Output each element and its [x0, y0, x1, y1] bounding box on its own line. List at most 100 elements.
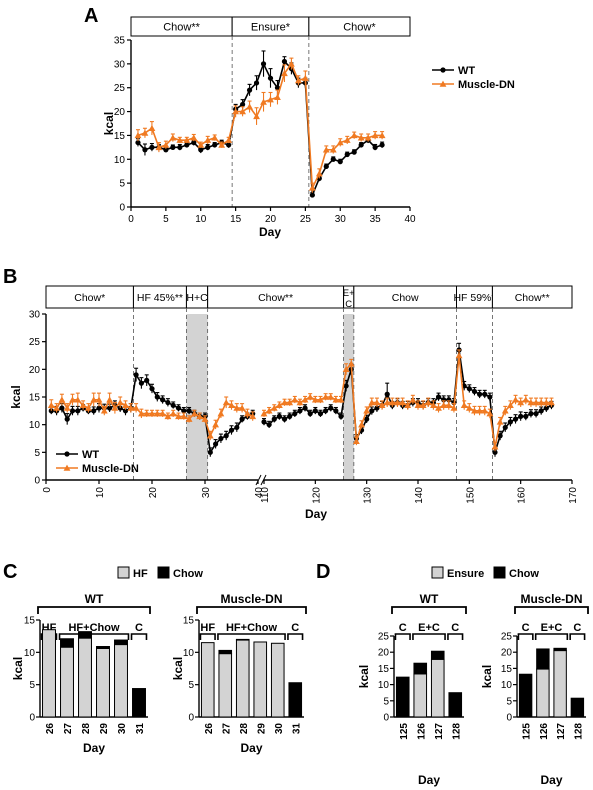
- data-point: [435, 394, 442, 400]
- bar-chow: [395, 676, 410, 718]
- shaded-region: [186, 314, 208, 480]
- data-point: [96, 405, 102, 411]
- data-point: [309, 192, 315, 198]
- data-point: [486, 410, 494, 417]
- data-point: [138, 410, 145, 417]
- legend-label: HF: [133, 568, 148, 580]
- data-point: [378, 132, 386, 139]
- data-point: [107, 405, 113, 411]
- data-point: [149, 144, 155, 150]
- data-point: [135, 139, 141, 146]
- data-point: [543, 405, 549, 411]
- phase-box: [491, 285, 573, 309]
- y-tick-label: 15: [24, 616, 36, 627]
- bar-chow: [448, 692, 463, 718]
- data-point: [384, 391, 390, 397]
- data-point: [143, 410, 151, 417]
- bar-chow: [570, 697, 585, 718]
- bracket: [534, 633, 569, 640]
- data-point: [307, 411, 313, 417]
- data-point: [186, 408, 192, 414]
- data-point: [301, 396, 309, 403]
- data-point: [184, 142, 190, 148]
- title-bracket: [514, 606, 589, 614]
- x-tick-label: 29: [99, 723, 110, 735]
- x-tick-label: 127: [556, 723, 567, 740]
- panel-label-c: C: [3, 561, 17, 583]
- data-point: [482, 391, 488, 397]
- data-point: [271, 416, 277, 422]
- data-point: [538, 408, 544, 414]
- data-point: [223, 433, 229, 439]
- data-point: [338, 413, 344, 419]
- data-point: [69, 408, 76, 414]
- data-point: [455, 352, 463, 359]
- data-point: [155, 143, 163, 151]
- c-wt-group-title: WT: [85, 592, 104, 606]
- y-tick-label: 5: [383, 696, 389, 707]
- data-point: [481, 407, 489, 414]
- data-point: [351, 149, 357, 155]
- y-tick-label: 5: [506, 696, 512, 707]
- bar-ensure: [536, 668, 550, 718]
- bracket-label: C: [399, 622, 407, 634]
- data-point: [430, 401, 437, 409]
- data-point: [394, 399, 401, 406]
- bracket-label: C: [291, 622, 299, 634]
- legend-label: WT: [458, 65, 475, 77]
- data-point: [496, 418, 504, 425]
- data-point: [191, 139, 197, 146]
- data-point: [260, 410, 268, 417]
- bar-chow: [114, 639, 128, 646]
- c-dn-group-title: Muscle-DN: [220, 592, 282, 606]
- data-point: [344, 151, 350, 158]
- y-tick-label: 10: [29, 420, 41, 431]
- x-tick-label: 130: [363, 487, 374, 504]
- y-tick-label: 15: [501, 664, 513, 675]
- phase-label: Chow**: [163, 22, 200, 34]
- data-point: [212, 142, 218, 148]
- y-tick-label: 5: [29, 680, 35, 691]
- data-point: [148, 410, 156, 417]
- bracket: [447, 633, 464, 640]
- data-point: [371, 132, 379, 139]
- data-point: [527, 399, 535, 406]
- data-point: [343, 383, 349, 389]
- data-point: [134, 132, 142, 139]
- phase-label: C: [345, 299, 352, 310]
- data-point: [296, 399, 304, 406]
- data-point: [58, 396, 66, 403]
- y-tick-label: 20: [378, 648, 390, 659]
- bar-chow: [60, 638, 74, 648]
- data-point: [295, 77, 302, 84]
- data-point: [286, 399, 294, 406]
- x-tick-label: 170: [568, 487, 579, 504]
- bracket: [394, 633, 411, 640]
- y-tick-label: 20: [29, 365, 41, 376]
- data-point: [175, 405, 182, 411]
- data-point: [213, 441, 219, 447]
- data-point: [312, 408, 318, 414]
- data-point: [159, 410, 166, 417]
- data-point: [176, 136, 184, 143]
- data-point: [100, 407, 108, 414]
- chart-d: Ensure Chow WT C E+C C 0 5 10 15 20 25 kcal 125 126 127…: [357, 566, 589, 787]
- data-point: [297, 408, 303, 414]
- x-tick-label: 30: [201, 487, 212, 499]
- y-tick-label: 0: [188, 713, 194, 724]
- data-point: [149, 386, 155, 392]
- data-point: [358, 421, 365, 428]
- data-point: [183, 136, 191, 143]
- data-point: [287, 413, 293, 419]
- data-point: [198, 147, 204, 153]
- data-point: [232, 108, 240, 115]
- legend-label: Muscle-DN: [458, 79, 515, 91]
- y-tick-label: 0: [29, 713, 35, 724]
- data-point: [270, 404, 278, 411]
- data-point: [337, 396, 345, 403]
- y-tick-label: 15: [378, 664, 390, 675]
- data-point: [106, 396, 113, 403]
- data-point: [204, 136, 212, 143]
- legend-swatch: [117, 566, 130, 579]
- bar-chow: [553, 647, 567, 652]
